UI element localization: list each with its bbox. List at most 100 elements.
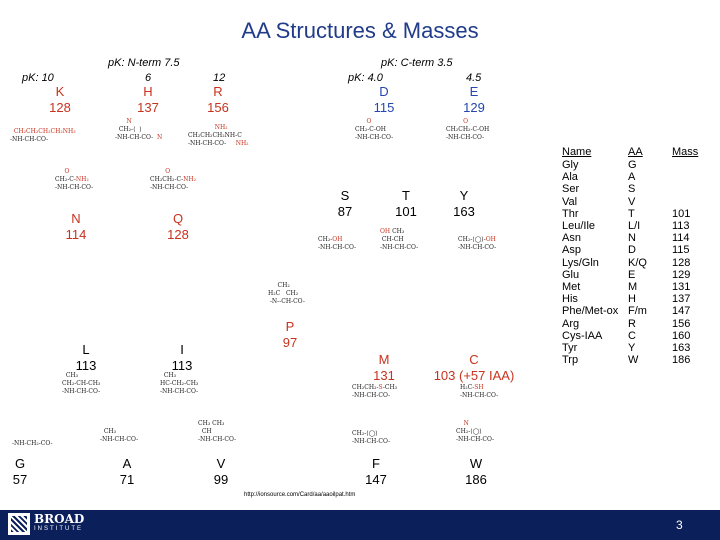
table-row: Ala A bbox=[562, 171, 702, 183]
cys-structure: H₂C-SH -NH-CH-CO- bbox=[460, 384, 499, 399]
cell-mass: 160 bbox=[672, 329, 691, 342]
cell-aa: C bbox=[628, 329, 636, 342]
aa-mass: 101 bbox=[395, 204, 417, 219]
col-aa-header: AA bbox=[628, 146, 643, 158]
cell-name: Ala bbox=[562, 171, 578, 184]
aa-mass: 131 bbox=[373, 368, 395, 383]
aa-mass: 97 bbox=[282, 335, 298, 350]
table-row: Ser S bbox=[562, 183, 702, 195]
aa-code: S bbox=[340, 188, 350, 203]
arg-structure: NH₂ CH₂CH₂CH₂NH-C -NH-CH-CO- NH₂ bbox=[188, 124, 249, 147]
col-name-header: Name bbox=[562, 146, 592, 158]
aa-mass: 186 bbox=[465, 472, 487, 487]
aa-code: P bbox=[285, 319, 295, 334]
cell-mass: 147 bbox=[672, 305, 691, 318]
gln-structure: O CH₂CH₂-C-NH₂ -NH-CH-CO- bbox=[150, 168, 196, 191]
cell-mass: 115 bbox=[672, 244, 690, 257]
logo-mark-icon bbox=[8, 513, 30, 535]
pk-lys: pK: 10 bbox=[22, 72, 54, 84]
cell-name: Lys/Gln bbox=[562, 256, 599, 269]
aa-mass: 114 bbox=[65, 227, 87, 242]
cell-mass: 163 bbox=[672, 342, 691, 355]
cell-aa: F/m bbox=[628, 305, 647, 318]
cell-aa: N bbox=[628, 232, 636, 245]
aa-his: H 137 bbox=[118, 84, 178, 116]
aa-mass: 103 (+57 IAA) bbox=[433, 368, 515, 383]
aa-ile: I 113 bbox=[152, 342, 212, 374]
his-structure: N CH₂-⟨ ⟩ -NH-CH-CO- N bbox=[115, 118, 163, 141]
cell-name: Tyr bbox=[562, 342, 578, 355]
table-row: His H 137 bbox=[562, 293, 702, 305]
cell-name: Ser bbox=[562, 183, 580, 196]
ala-structure: CH₃ -NH-CH-CO- bbox=[100, 428, 139, 443]
trp-structure: N CH₂-⟨◯⟩ -NH-CH-CO- bbox=[456, 420, 495, 443]
cell-mass: 156 bbox=[672, 317, 691, 330]
aa-code: M bbox=[378, 352, 390, 367]
aa-code: E bbox=[469, 84, 479, 99]
cell-aa: M bbox=[628, 281, 638, 294]
aa-mass: 129 bbox=[463, 100, 485, 115]
cell-mass: 128 bbox=[672, 256, 691, 269]
cell-name: Gly bbox=[562, 159, 579, 171]
cell-mass: 186 bbox=[672, 354, 691, 367]
table-row: Leu/Ile L/I 113 bbox=[562, 220, 702, 232]
aa-val: V 99 bbox=[191, 456, 251, 488]
cell-name: Leu/Ile bbox=[562, 220, 596, 233]
aa-asp: D 115 bbox=[354, 84, 414, 116]
cell-aa: H bbox=[628, 293, 636, 306]
aa-mass: 99 bbox=[213, 472, 229, 487]
aa-code: Y bbox=[459, 188, 469, 203]
aa-mass: 87 bbox=[337, 204, 353, 219]
cell-name: Cys-IAA bbox=[562, 329, 603, 342]
cell-mass bbox=[672, 196, 702, 208]
cell-name: Phe/Met-ox bbox=[562, 305, 619, 318]
cell-aa: R bbox=[628, 317, 636, 330]
cell-name: Trp bbox=[562, 354, 579, 367]
asp-structure: O CH₂-C-OH -NH-CH-CO- bbox=[355, 118, 394, 141]
col-mass-header: Mass bbox=[672, 146, 699, 158]
aa-code: G bbox=[14, 456, 26, 471]
cell-aa: Y bbox=[628, 342, 636, 355]
aa-glu: E 129 bbox=[444, 84, 504, 116]
cell-name: Thr bbox=[562, 207, 579, 220]
table-header-row: Name AA Mass bbox=[562, 146, 702, 159]
pk-glu: 4.5 bbox=[466, 72, 482, 84]
cell-name: Asn bbox=[562, 232, 581, 245]
broad-logo: BROAD INSTITUTE bbox=[8, 512, 104, 536]
cell-mass: 114 bbox=[672, 232, 690, 245]
aa-ala: A 71 bbox=[97, 456, 157, 488]
cell-mass: 129 bbox=[672, 268, 691, 281]
pk-c-term: pK: C-term 3.5 bbox=[381, 57, 453, 69]
lys-structure: CH₂CH₂CH₂CH₂NH₃ -NH-CH-CO- bbox=[10, 128, 76, 143]
cell-name: Glu bbox=[562, 268, 580, 281]
cell-name: Asp bbox=[562, 244, 581, 257]
aa-trp: W 186 bbox=[446, 456, 506, 488]
aa-code: Q bbox=[172, 211, 184, 226]
slide-title: AA Structures & Masses bbox=[241, 18, 479, 43]
cell-aa: E bbox=[628, 268, 636, 281]
aa-gln: Q 128 bbox=[148, 211, 208, 243]
aa-cys: C 103 (+57 IAA) bbox=[424, 352, 524, 384]
ile-structure: CH₃ HC-CH₂-CH₃ -NH-CH-CO- bbox=[160, 372, 199, 395]
source-url[interactable]: http://ionsource.com/Card/aa/aaoilpat.ht… bbox=[244, 492, 356, 498]
met-structure: CH₂CH₂-S-CH₃ -NH-CH-CO- bbox=[352, 384, 398, 399]
aa-code: K bbox=[55, 84, 65, 99]
cell-mass bbox=[672, 159, 702, 171]
table-row: Trp W 186 bbox=[562, 354, 702, 366]
table-row: Phe/Met-ox F/m 147 bbox=[562, 305, 702, 317]
table-row: Asp D 115 bbox=[562, 244, 702, 256]
val-structure: CH₃ CH₃ CH -NH-CH-CO- bbox=[198, 420, 237, 443]
asn-structure: O CH₂-C-NH₂ -NH-CH-CO- bbox=[55, 168, 94, 191]
cell-aa: D bbox=[628, 244, 636, 257]
aa-mass: 137 bbox=[137, 100, 159, 115]
aa-code: H bbox=[143, 84, 153, 99]
cell-name: His bbox=[562, 293, 578, 306]
cell-mass: 137 bbox=[672, 293, 691, 306]
ser-structure: CH₂-OH -NH-CH-CO- bbox=[318, 236, 357, 251]
table-row: Gly G bbox=[562, 159, 702, 171]
aa-mass: 128 bbox=[49, 100, 71, 115]
aa-code: V bbox=[216, 456, 226, 471]
table-row: Lys/Gln K/Q 128 bbox=[562, 257, 702, 269]
aa-leu: L 113 bbox=[56, 342, 116, 374]
table-row: Thr T 101 bbox=[562, 208, 702, 220]
